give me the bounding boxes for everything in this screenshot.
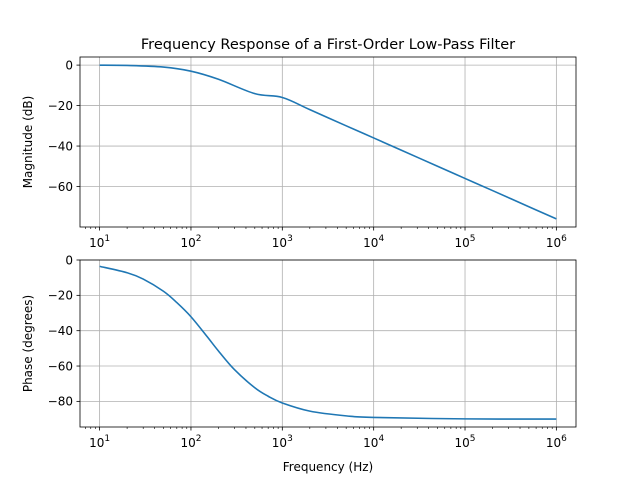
y-tick-label: −60: [48, 180, 73, 194]
y-tick-label: −80: [48, 395, 73, 409]
x-tick-label: 102: [180, 434, 201, 450]
x-tick-label: 105: [455, 234, 476, 250]
chart-title: Frequency Response of a First-Order Low-…: [141, 37, 515, 53]
magnitude-series-line: [99, 64, 557, 220]
x-tick-label: 103: [272, 434, 293, 450]
phase-axes-frame: [79, 259, 577, 428]
y-tick-label: −60: [48, 359, 73, 373]
x-tick-label: 106: [546, 434, 567, 450]
subplot-phase: 101 102 103 104 105 106 0 −20 −40 −60 −80 Phase (de…: [21, 253, 577, 474]
y-tick-label: −40: [48, 139, 73, 153]
y-tick-label: −20: [48, 99, 73, 113]
phase-y-axis-label: Phase (degrees): [21, 295, 35, 392]
phase-x-axis-label: Frequency (Hz): [283, 460, 374, 474]
x-tick-label: 103: [272, 234, 293, 250]
x-tick-label: 104: [363, 234, 384, 250]
y-tick-label: 0: [65, 58, 73, 72]
x-tick-label: 102: [180, 234, 201, 250]
magnitude-axes-frame: [79, 56, 577, 228]
x-tick-label: 105: [455, 434, 476, 450]
magnitude-y-axis-label: Magnitude (dB): [21, 96, 35, 189]
phase-series-line: [99, 265, 557, 420]
x-tick-label: 101: [89, 434, 110, 450]
y-tick-label: −20: [48, 289, 73, 303]
x-tick-label: 101: [89, 234, 110, 250]
y-tick-label: 0: [65, 253, 73, 267]
x-tick-label: 106: [546, 234, 567, 250]
subplot-magnitude: 101 102 103 104 105 106 0 −20 −40 −60 Magnitude (d…: [21, 56, 577, 250]
y-tick-label: −40: [48, 324, 73, 338]
x-tick-label: 104: [363, 434, 384, 450]
